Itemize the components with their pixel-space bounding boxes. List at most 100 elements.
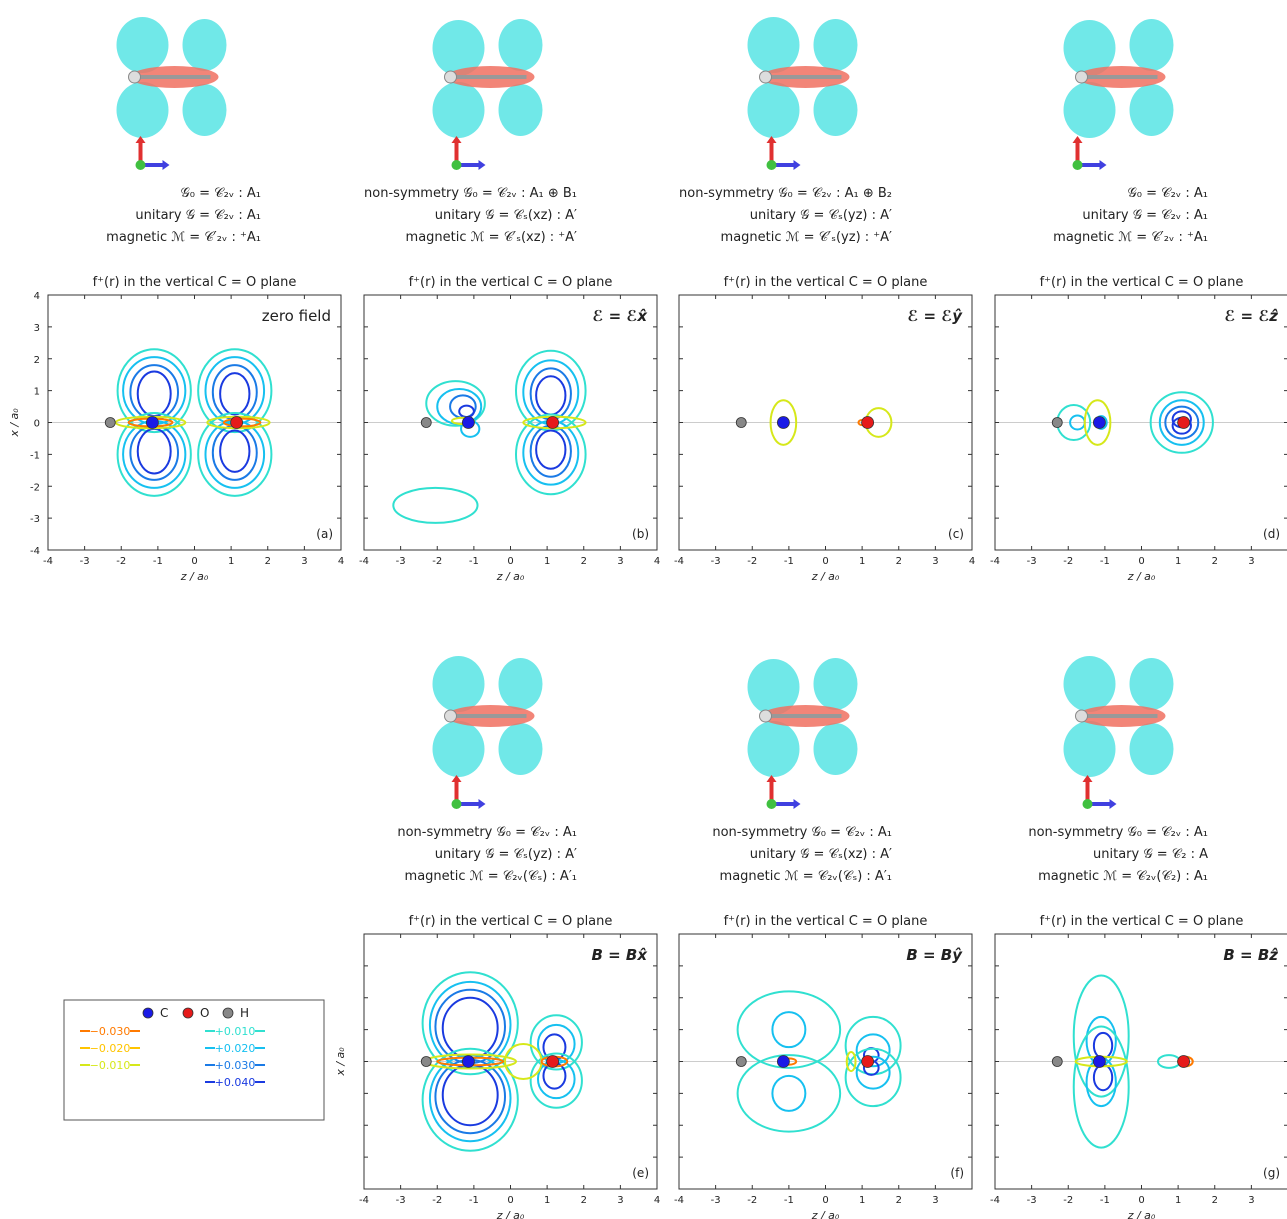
- x-tick-label: 3: [301, 556, 307, 567]
- symmetry-line: non-symmetry 𝒢₀ = 𝒞₂ᵥ : A₁: [712, 825, 892, 840]
- positive-lobe: [747, 82, 800, 138]
- x-tick-label: 1: [544, 1195, 550, 1206]
- x-tick-label: -2: [747, 1195, 757, 1206]
- oxygen-atom: [861, 416, 875, 429]
- level-label: +0.030: [215, 1059, 256, 1072]
- symmetry-line: unitary 𝒢 = 𝒞₂ : A: [1093, 847, 1208, 862]
- x-axis-label: z / a₀: [496, 570, 525, 583]
- y-tick-label: -1: [30, 450, 40, 461]
- atom-swatch: [222, 1007, 234, 1019]
- positive-contour: [855, 1055, 891, 1090]
- x-tick-label: 1: [1175, 556, 1181, 567]
- positive-lobe: [1063, 82, 1116, 138]
- arrow-head: [135, 136, 146, 143]
- hydrogen-ball: [759, 709, 772, 723]
- x-tick-label: -2: [432, 1195, 442, 1206]
- positive-contour: [771, 1074, 807, 1112]
- x-tick-label: 4: [338, 556, 344, 567]
- symmetry-line: non-symmetry 𝒢₀ = 𝒞₂ᵥ : A₁ ⊕ B₁: [364, 186, 577, 201]
- arrow-head: [1099, 160, 1107, 170]
- plot-title: f⁺(r) in the vertical C = O plane: [1040, 914, 1244, 929]
- positive-contour: [855, 1033, 891, 1068]
- oxygen-atom: [230, 416, 244, 429]
- positive-contour: [535, 429, 567, 470]
- symmetry-line: magnetic ℳ = 𝒞₂ᵥ(𝒞ₛ) : A′₁: [404, 869, 577, 884]
- axis-triad: [451, 775, 486, 809]
- molecule-isosurface: [432, 656, 543, 777]
- negative-contour: [845, 1050, 857, 1073]
- x-tick-label: 3: [1248, 1195, 1254, 1206]
- positive-contour: [1149, 391, 1214, 454]
- x-tick-label: -4: [359, 1195, 369, 1206]
- arrow-head: [1072, 136, 1083, 143]
- hydrogen-atom: [1051, 1056, 1063, 1067]
- panel-label: (d): [1263, 527, 1280, 541]
- x-tick-label: 1: [859, 556, 865, 567]
- carbon-atom: [461, 1055, 475, 1068]
- positive-lobe: [182, 84, 227, 136]
- x-tick-label: -1: [784, 1195, 794, 1206]
- axis-triad: [766, 136, 801, 170]
- symmetry-line: unitary 𝒢 = 𝒞ₛ(xz) : A′: [749, 847, 892, 862]
- x-axis-label: z / a₀: [1127, 1209, 1156, 1219]
- plot-title: f⁺(r) in the vertical C = O plane: [93, 275, 297, 290]
- hydrogen-ball: [128, 70, 141, 84]
- atom-swatch: [182, 1007, 194, 1019]
- molecule-isosurface: [747, 17, 858, 138]
- atom-label: C: [160, 1006, 168, 1020]
- axis-y-ball: [766, 160, 777, 170]
- plot-title: f⁺(r) in the vertical C = O plane: [1040, 275, 1244, 290]
- x-tick-label: -4: [674, 1195, 684, 1206]
- positive-lobe: [747, 659, 800, 715]
- x-tick-label: 2: [581, 1195, 587, 1206]
- symmetry-line: unitary 𝒢 = 𝒞₂ᵥ : A₁: [135, 208, 261, 223]
- panel-label: (g): [1263, 1166, 1280, 1180]
- plot-title: f⁺(r) in the vertical C = O plane: [409, 275, 613, 290]
- x-axis-label: z / a₀: [811, 570, 840, 583]
- x-tick-label: 0: [507, 1195, 513, 1206]
- level-label: −0.020: [90, 1042, 131, 1055]
- positive-contour: [197, 348, 273, 434]
- axis-triad: [451, 136, 486, 170]
- negative-contour: [769, 399, 798, 446]
- axis-triad: [1082, 775, 1117, 809]
- x-tick-label: 4: [969, 556, 975, 567]
- axis-y-ball: [451, 799, 462, 809]
- hydrogen-atom: [420, 1056, 432, 1067]
- hydrogen-ball: [1075, 70, 1088, 84]
- hydrogen-ball: [1075, 709, 1088, 723]
- x-tick-label: 0: [822, 556, 828, 567]
- positive-contour: [425, 380, 486, 427]
- x-tick-label: -3: [711, 1195, 721, 1206]
- symmetry-line: unitary 𝒢 = 𝒞₂ᵥ : A₁: [1082, 208, 1208, 223]
- positive-lobe: [813, 658, 858, 710]
- panel-5: -4 -3 -2 -1 0 1 2 3 4 z / a₀ x / a₀ f⁺(r) in the ve…: [334, 656, 660, 1219]
- positive-contour: [1072, 1025, 1130, 1149]
- positive-lobe: [1129, 723, 1174, 775]
- x-tick-label: -3: [1027, 1195, 1037, 1206]
- field-label: ℰ = ℰŷ: [907, 307, 963, 325]
- positive-lobe: [1129, 658, 1174, 710]
- x-tick-label: -2: [747, 556, 757, 567]
- atom-swatch: [142, 1007, 154, 1019]
- panel-6: -4 -3 -2 -1 0 1 2 3 z / a₀ f⁺(r) in the vertical …: [674, 658, 973, 1219]
- positive-lobe: [813, 19, 858, 71]
- plot-title: f⁺(r) in the vertical C = O plane: [724, 275, 928, 290]
- x-tick-label: -3: [1027, 556, 1037, 567]
- x-tick-label: 0: [1138, 1195, 1144, 1206]
- level-label: +0.040: [215, 1076, 256, 1089]
- hydrogen-atom: [735, 1056, 747, 1067]
- symmetry-line: magnetic ℳ = 𝒞₂ᵥ(𝒞₂) : A₁: [1038, 869, 1208, 884]
- x-tick-label: -4: [359, 556, 369, 567]
- field-label: ℰ = ℰx̂: [592, 307, 648, 325]
- molecule-isosurface: [1063, 19, 1174, 138]
- x-tick-label: -1: [784, 556, 794, 567]
- x-tick-label: 1: [1175, 1195, 1181, 1206]
- arrow-head: [1082, 775, 1093, 782]
- panel-4: -4 -3 -2 -1 0 1 2 3 z / a₀ f⁺(r) in the vertical …: [990, 19, 1287, 583]
- symmetry-line: magnetic ℳ = 𝒞₂ᵥ(𝒞ₛ) : A′₁: [719, 869, 892, 884]
- arrow-head: [766, 775, 777, 782]
- arrow-head: [451, 136, 462, 143]
- level-label: −0.030: [90, 1025, 131, 1038]
- positive-lobe: [747, 17, 800, 73]
